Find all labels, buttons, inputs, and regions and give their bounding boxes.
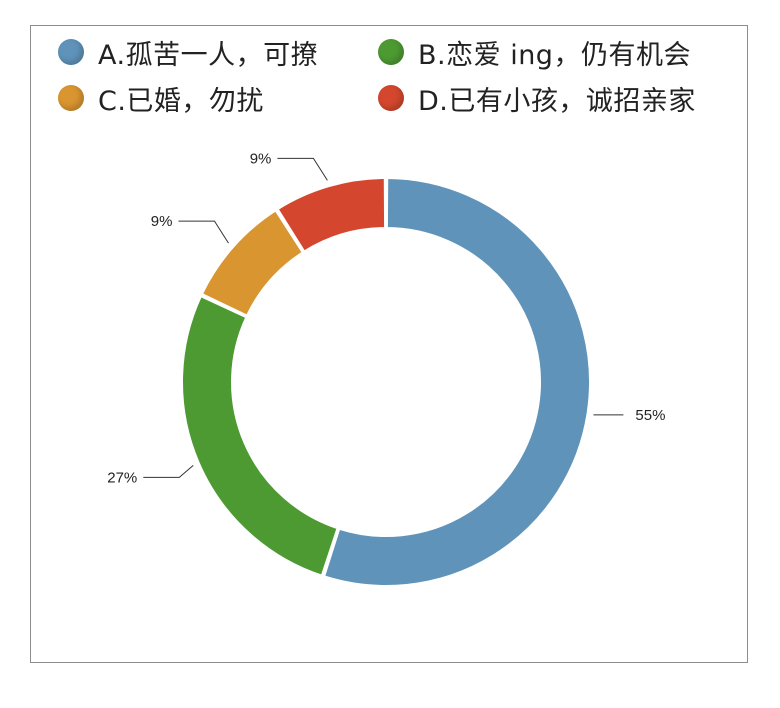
legend-swatch-d [378,85,404,111]
legend-item-d: D.已有小孩，诚招亲家 [378,78,696,118]
legend-label-d: D.已有小孩，诚招亲家 [418,85,696,117]
legend-swatch-a [58,39,84,65]
legend-item-a: A.孤苦一人，可撩 [58,32,318,72]
legend-item-b: B.恋爱 ing，仍有机会 [378,32,691,72]
data-label-a: 55% [635,407,665,424]
data-label-c: 9% [151,213,173,230]
leader-line-b [143,465,194,478]
data-label-b: 27% [107,469,137,486]
donut-slice-a [322,176,591,587]
donut-slice-c [200,209,305,317]
donut-slice-d [276,176,387,253]
legend-label-c: C.已婚，勿扰 [98,85,264,117]
leader-line-c [178,220,229,244]
chart-legend: A.孤苦一人，可撩 B.恋爱 ing，仍有机会 C.已婚，勿扰 D.已有小孩，诚… [58,32,738,122]
legend-swatch-c [58,85,84,111]
legend-swatch-b [378,39,404,65]
legend-item-c: C.已婚，勿扰 [58,78,264,118]
legend-label-a: A.孤苦一人，可撩 [98,39,319,71]
donut-slice-b [181,294,339,577]
data-labels: 55% 27% 9% 9% [107,150,665,486]
donut-slices [181,176,591,587]
leader-lines [143,157,624,478]
leader-line-d [277,157,328,181]
data-label-d: 9% [250,150,272,167]
legend-label-b: B.恋爱 ing，仍有机会 [418,39,691,71]
